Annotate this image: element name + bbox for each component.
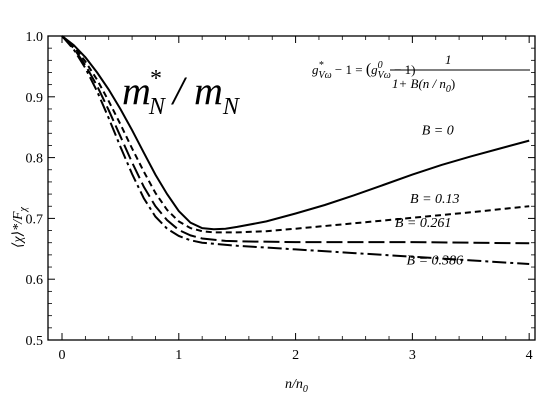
formula: g* Vω − 1 = (g0 Vω − 1) 1 1+ B(n / n0) [312,52,530,95]
x-tick-label: 3 [409,348,416,363]
x-tick-label: 0 [59,348,66,363]
svg-text:1+ B(n / n0): 1+ B(n / n0) [392,76,455,95]
series-label-1: B = 0.13 [410,192,460,207]
series-labels: B = 0 B = 0.13 B = 0.261 B = 0.386 [395,123,463,268]
series-line-1 [61,35,530,234]
series-label-0: B = 0 [422,123,454,138]
y-tick-label: 1.0 [26,30,44,45]
x-tick-label: 1 [175,348,182,363]
series-line-3 [61,35,530,265]
axes: 0 1 2 3 4 0.5 0.6 0.7 0.8 0.9 1.0 [26,30,536,363]
plot-frame [47,35,536,341]
y-tick-label: 0.7 [26,212,44,227]
series-label-2: B = 0.261 [395,216,452,231]
x-tick-label: 4 [526,348,533,363]
y-tick-label: 0.9 [26,91,44,106]
y-axis-title: ⟨χ⟩*/Fχ [11,206,29,248]
y-tick-label: 0.8 [26,152,44,167]
x-axis-title: n/n0 [285,377,308,395]
series-line-2 [61,35,530,245]
y-tick-label: 0.5 [26,334,44,349]
y-tick-label: 0.6 [26,273,44,288]
series-line-0 [61,35,530,231]
formula-numerator: 1 [445,52,452,67]
series-label-3: B = 0.386 [407,254,464,269]
x-tick-label: 2 [292,348,299,363]
series-group [61,35,530,265]
chart-title: m* N / mN [122,66,241,120]
